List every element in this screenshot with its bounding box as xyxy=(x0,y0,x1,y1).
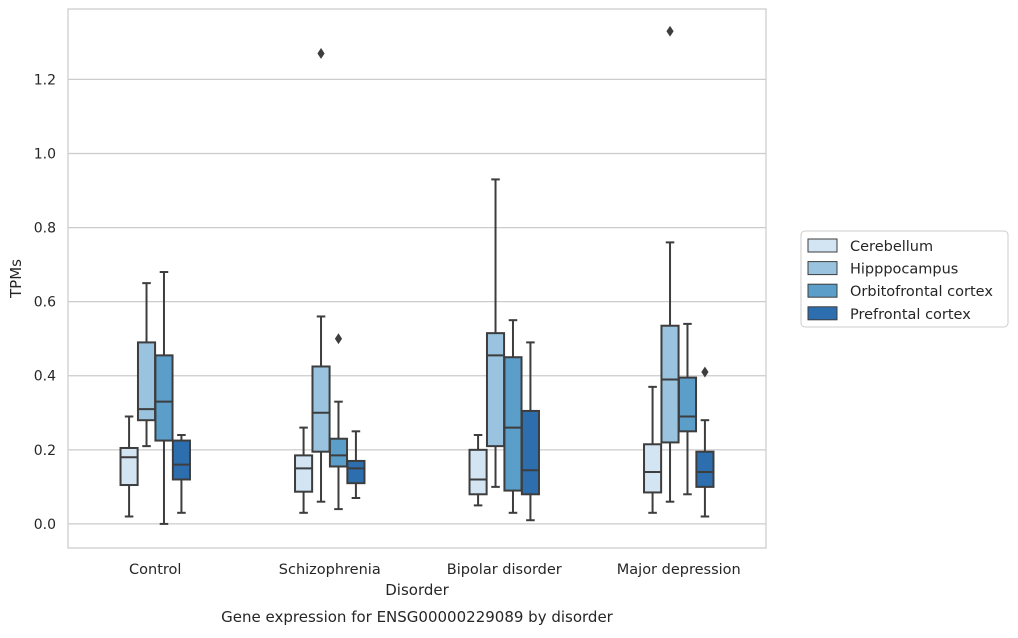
boxes-layer xyxy=(119,25,715,525)
box-prefrontal-cortex xyxy=(520,341,540,522)
box-hipppocampus xyxy=(485,178,506,488)
legend-item: Hipppocampus xyxy=(807,261,958,278)
y-tick-label: 0.6 xyxy=(34,295,56,311)
box-iqr xyxy=(154,354,174,442)
legend-item: Orbitofrontal cortex xyxy=(807,283,993,300)
box-orbitofrontal-cortex xyxy=(328,333,349,511)
box-prefrontal-cortex xyxy=(346,430,366,499)
box-cerebellum xyxy=(119,415,139,518)
box-orbitofrontal-cortex xyxy=(154,271,174,525)
box-hipppocampus xyxy=(660,25,680,503)
legend-label: Prefrontal cortex xyxy=(850,307,971,323)
box-iqr xyxy=(520,409,540,496)
box-iqr xyxy=(643,443,663,494)
outlier-point xyxy=(666,25,674,37)
box-cerebellum xyxy=(468,434,488,507)
box-orbitofrontal-cortex xyxy=(677,322,698,496)
y-tick-label: 1.2 xyxy=(34,72,56,88)
y-axis-ticks: 0.0 0.2 0.4 0.6 0.8 1.0 1.2 xyxy=(34,72,56,533)
outlier-point xyxy=(317,48,325,59)
legend-swatch xyxy=(807,306,838,321)
box-prefrontal-cortex xyxy=(171,434,191,514)
y-tick-label: 0.4 xyxy=(34,369,56,385)
legend-frame xyxy=(800,230,1009,328)
x-tick-label: Major depression xyxy=(617,562,741,578)
box-iqr xyxy=(660,324,680,444)
x-axis-ticks: Control Schizophrenia Bipolar disorder Majo… xyxy=(129,562,741,578)
y-axis-label: TPMs xyxy=(7,259,25,299)
legend-label: Cerebellum xyxy=(850,239,933,255)
legend-label: Orbitofrontal cortex xyxy=(850,284,993,300)
box-iqr xyxy=(485,332,506,448)
legend-item: Cerebellum xyxy=(807,238,933,255)
legend-item: Prefrontal cortex xyxy=(807,306,971,323)
box-iqr xyxy=(119,446,139,487)
box-iqr xyxy=(677,376,698,433)
chart-caption: Gene expression for ENSG00000229089 by d… xyxy=(221,608,614,626)
box-iqr xyxy=(346,459,366,485)
x-tick-label: Bipolar disorder xyxy=(447,562,562,578)
outlier-point xyxy=(334,333,343,345)
box-iqr xyxy=(311,365,331,453)
x-tick-label: Control xyxy=(129,562,181,578)
legend-swatch xyxy=(807,261,838,276)
box-cerebellum xyxy=(294,426,314,514)
box-iqr xyxy=(468,448,488,496)
y-tick-label: 0.2 xyxy=(34,443,56,459)
legend: Cerebellum Hipppocampus Orbitofrontal cort… xyxy=(800,230,1009,328)
box-iqr xyxy=(328,437,349,468)
legend-swatch xyxy=(807,283,838,298)
box-iqr xyxy=(294,454,314,493)
y-tick-label: 0.0 xyxy=(34,517,56,533)
box-orbitofrontal-cortex xyxy=(503,319,523,514)
box-iqr xyxy=(171,439,191,481)
box-iqr xyxy=(503,356,523,492)
y-tick-label: 1.0 xyxy=(34,146,56,162)
legend-label: Hipppocampus xyxy=(850,262,958,278)
y-tick-label: 0.8 xyxy=(34,221,56,237)
x-axis-label: Disorder xyxy=(385,581,449,599)
box-iqr xyxy=(695,450,715,488)
box-hipppocampus xyxy=(311,48,331,503)
outlier-point xyxy=(701,366,709,378)
plot-frame xyxy=(67,8,767,549)
legend-swatch xyxy=(807,238,838,253)
box-prefrontal-cortex xyxy=(695,366,715,518)
x-tick-label: Schizophrenia xyxy=(279,562,381,578)
box-cerebellum xyxy=(643,385,663,514)
box-hipppocampus xyxy=(136,282,157,448)
